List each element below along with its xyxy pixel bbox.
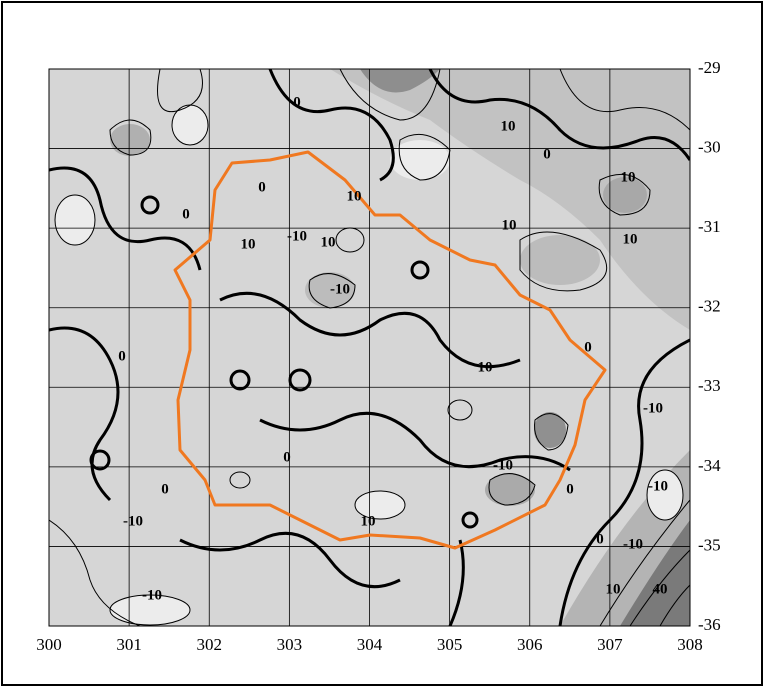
y-tick-label: -32 bbox=[698, 297, 721, 316]
contour-label: 0 bbox=[182, 206, 190, 222]
contour-label: 0 bbox=[293, 94, 301, 110]
x-tick-label: 306 bbox=[517, 635, 543, 654]
x-tick-label: 301 bbox=[116, 635, 142, 654]
y-tick-label: -35 bbox=[698, 535, 721, 554]
x-tick-label: 302 bbox=[197, 635, 223, 654]
y-tick-label: -33 bbox=[698, 376, 721, 395]
x-tick-label: 300 bbox=[36, 635, 62, 654]
contour-label: -10 bbox=[123, 513, 143, 529]
x-tick-label: 308 bbox=[677, 635, 703, 654]
map-figure: 0 10 0 10 0 10 0 10 10 10 -10 10 -10 0 0 10 -10 0 -10 0 -10 0… bbox=[0, 0, 764, 687]
contour-label: 10 bbox=[623, 231, 638, 247]
contour-label: 10 bbox=[321, 234, 336, 250]
y-tick-label: -36 bbox=[698, 615, 721, 634]
x-tick-label: 305 bbox=[437, 635, 463, 654]
contour-label: 40 bbox=[653, 581, 668, 597]
contour-label: 10 bbox=[241, 236, 256, 252]
contour-label: 0 bbox=[584, 339, 592, 355]
contour-label: -10 bbox=[643, 400, 663, 416]
y-tick-label: -29 bbox=[698, 58, 721, 77]
x-tick-label: 303 bbox=[277, 635, 303, 654]
contour-label: 10 bbox=[501, 118, 516, 134]
y-tick-label: -31 bbox=[698, 217, 721, 236]
contour-label: 10 bbox=[478, 359, 493, 375]
contour-label: 0 bbox=[283, 449, 291, 465]
patch bbox=[520, 235, 600, 285]
contour-label: 10 bbox=[621, 169, 636, 185]
x-tick-label: 307 bbox=[597, 635, 623, 654]
x-tick-label: 304 bbox=[357, 635, 383, 654]
contour-label: 0 bbox=[596, 531, 604, 547]
contour-label: -10 bbox=[330, 281, 350, 297]
y-tick-label: -34 bbox=[698, 456, 721, 475]
contour-label: -10 bbox=[142, 587, 162, 603]
contour-label: -10 bbox=[648, 478, 668, 494]
contour-label: 0 bbox=[566, 481, 574, 497]
contour-label: 10 bbox=[361, 513, 376, 529]
contour-label: 0 bbox=[543, 146, 551, 162]
contour-label: 0 bbox=[118, 348, 126, 364]
contour-label: 10 bbox=[606, 581, 621, 597]
contour-label: 0 bbox=[258, 179, 266, 195]
y-tick-label: -30 bbox=[698, 137, 721, 156]
contour-label: -10 bbox=[623, 536, 643, 552]
contour-label: 10 bbox=[347, 188, 362, 204]
contour-label: 0 bbox=[161, 481, 169, 497]
patch bbox=[110, 124, 150, 156]
contour-label: -10 bbox=[287, 228, 307, 244]
contour-label: -10 bbox=[493, 457, 513, 473]
contour-label: 10 bbox=[502, 217, 517, 233]
